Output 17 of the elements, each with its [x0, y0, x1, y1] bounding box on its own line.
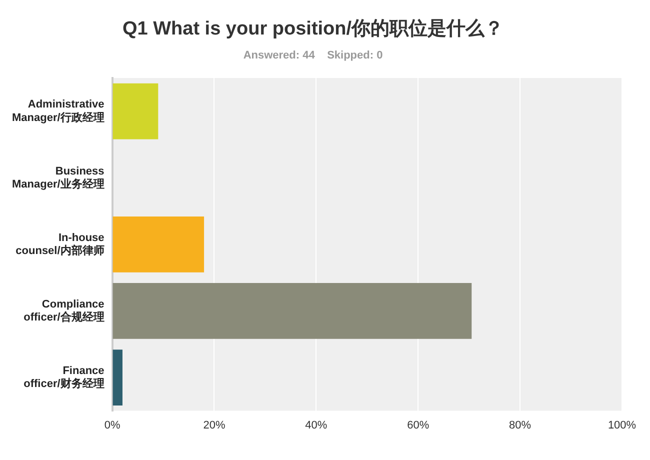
y-tick-label: In-house counsel/内部律师: [16, 232, 104, 258]
x-tick-label: 60%: [407, 419, 430, 432]
bar: [112, 216, 204, 272]
y-tick-label: Finance officer/财务经理: [24, 364, 104, 390]
x-tick-label: 20%: [203, 419, 226, 432]
x-tick-label: 100%: [608, 419, 636, 432]
chart-title: Q1 What is your position/你的职位是什么？: [122, 18, 504, 40]
y-tick-label: Compliance officer/合规经理: [24, 298, 104, 324]
x-tick-label: 0%: [104, 419, 120, 432]
x-tick-label: 80%: [509, 419, 532, 432]
y-tick-label: Administrative Manager/行政经理: [12, 98, 104, 124]
bar: [112, 350, 122, 406]
y-tick-label: Business Manager/业务经理: [12, 165, 104, 190]
chart-subtitle: Answered: 44 Skipped: 0: [243, 49, 383, 62]
bar: [112, 283, 472, 339]
bar: [112, 83, 158, 140]
x-tick-label: 40%: [305, 419, 328, 432]
